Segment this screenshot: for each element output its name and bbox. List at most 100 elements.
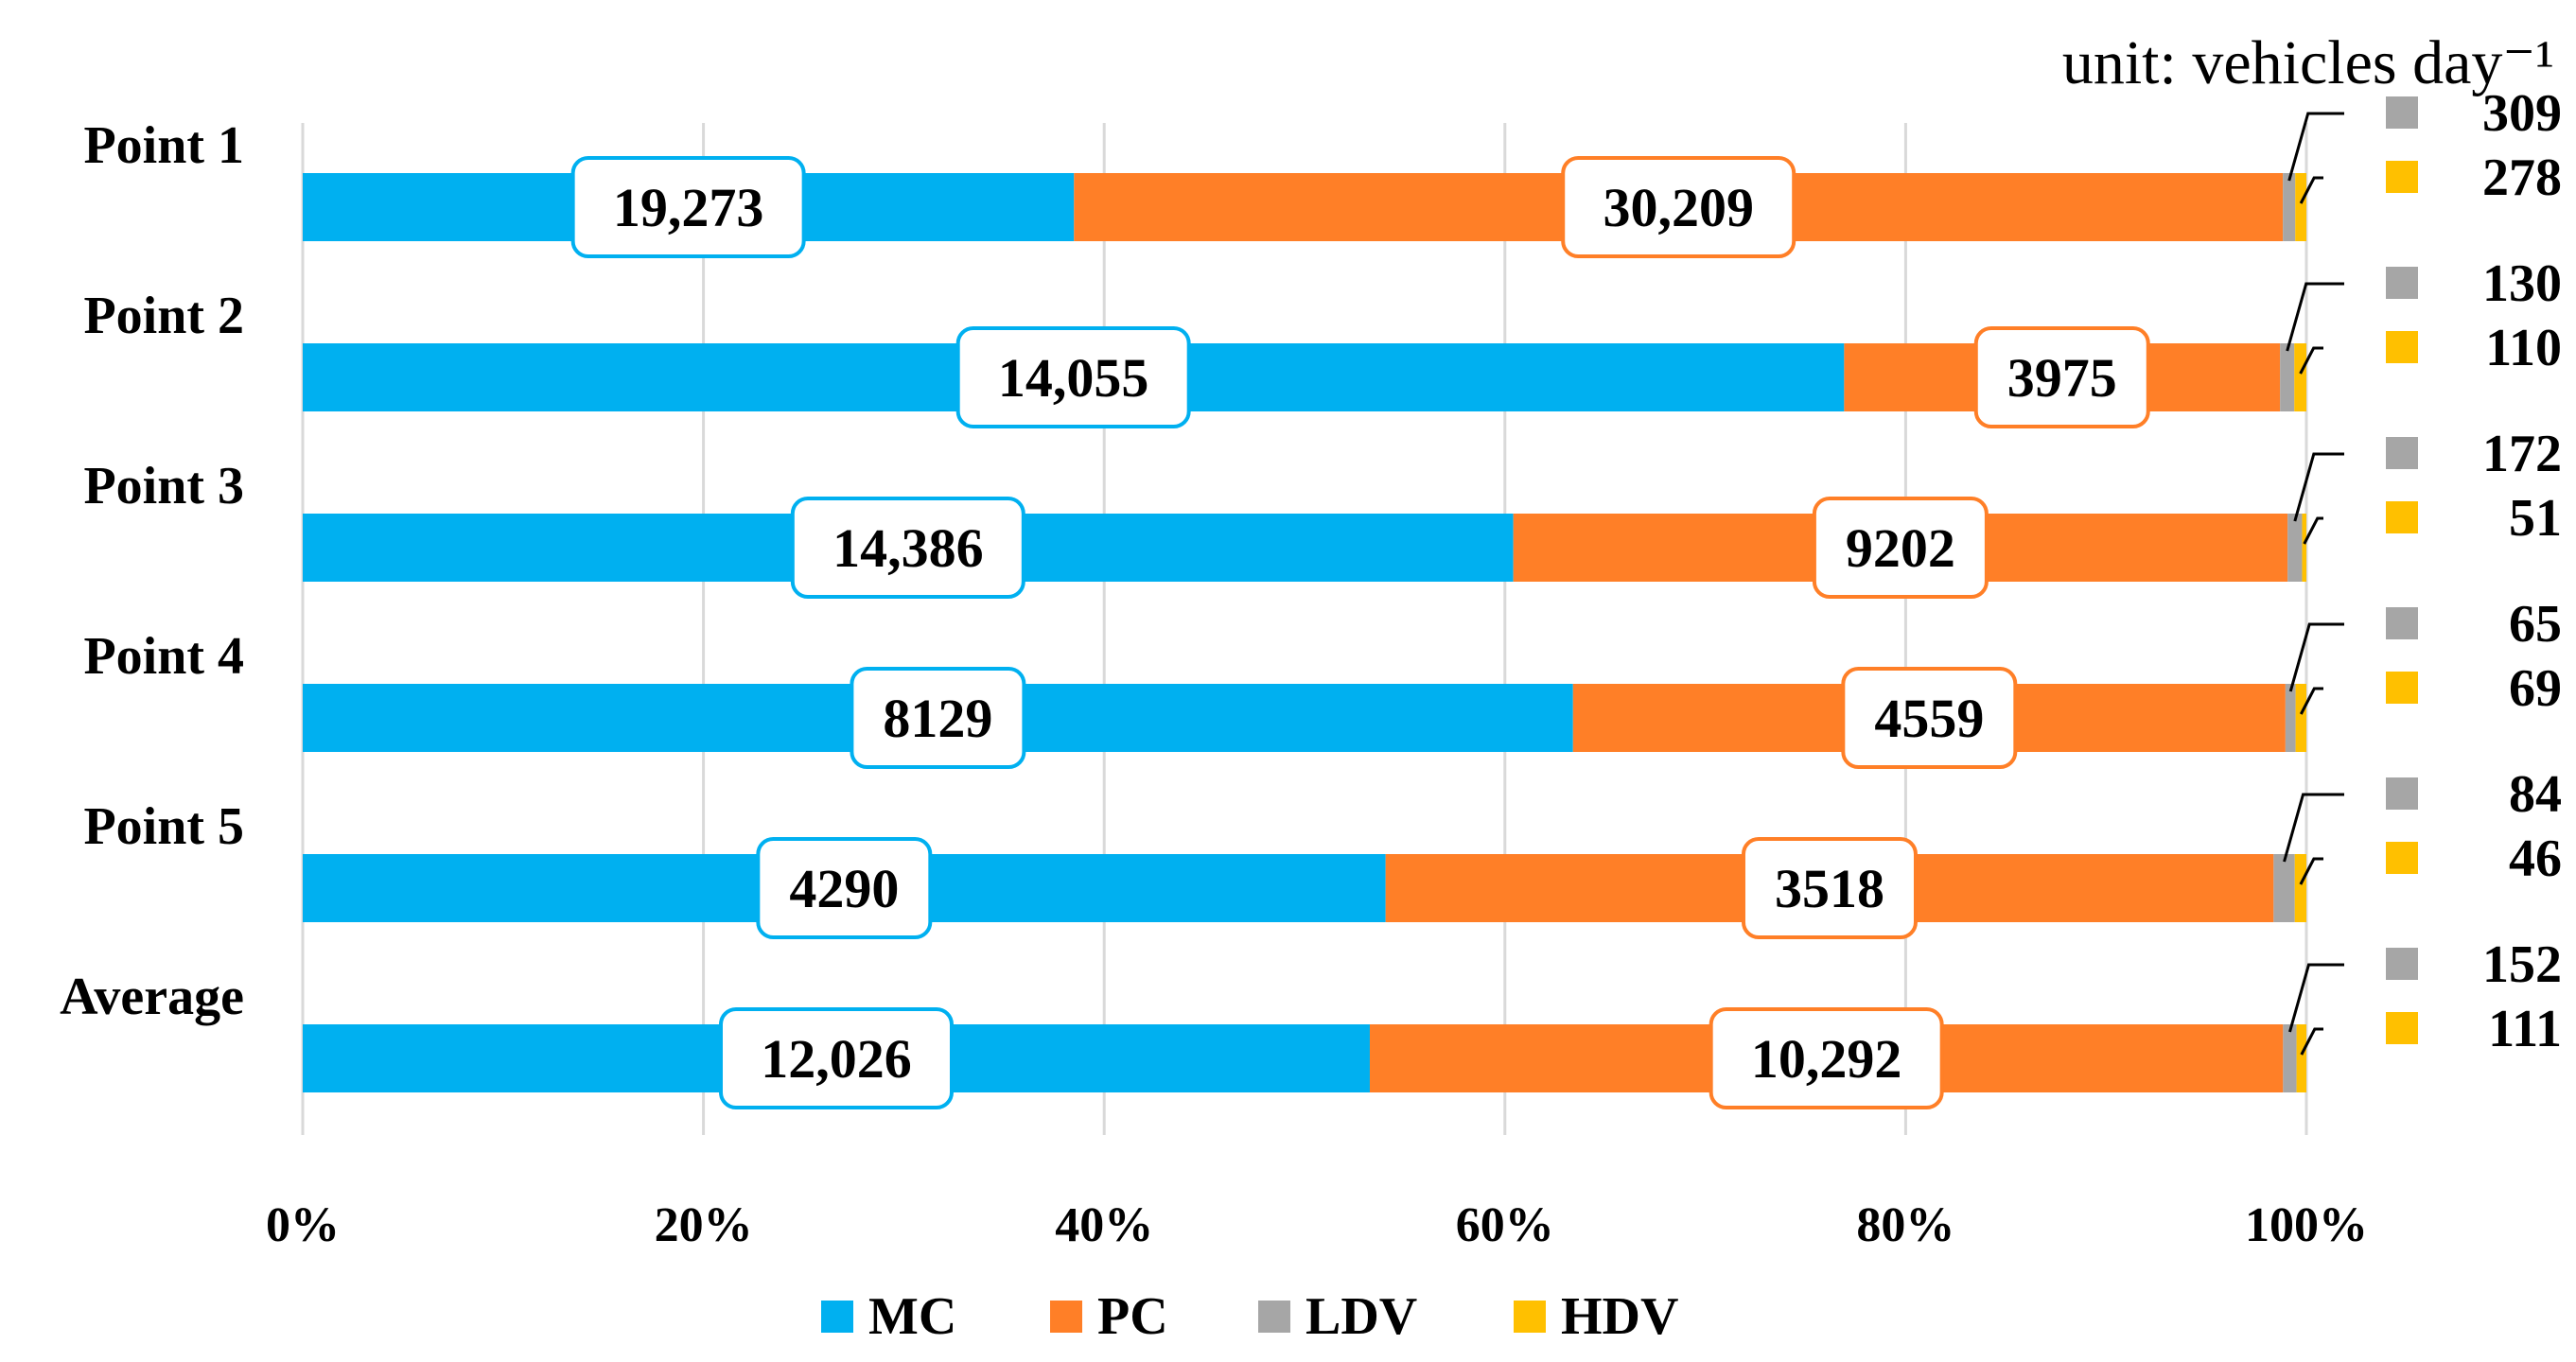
bar-ldv-point-5 bbox=[2273, 854, 2295, 922]
bar-ldv-average bbox=[2283, 1024, 2297, 1092]
leader-line-ldv bbox=[2288, 963, 2344, 1033]
data-label-mc: 14,386 bbox=[832, 517, 984, 579]
legend-label-ldv: LDV bbox=[1306, 1287, 1417, 1346]
bar-hdv-point-1 bbox=[2295, 173, 2306, 241]
leader-line-hdv bbox=[2299, 857, 2323, 885]
data-label-box bbox=[570, 156, 806, 258]
data-label-box bbox=[1709, 1007, 1944, 1109]
data-label-box bbox=[718, 1007, 954, 1109]
data-label-pc: 10,292 bbox=[1751, 1028, 1902, 1090]
value-label-hdv: 69 bbox=[2509, 659, 2562, 718]
data-label-box bbox=[850, 667, 1026, 769]
gridlines bbox=[301, 123, 2308, 1135]
category-labels: Point 1 Point 2 Point 3 Point 4 Point 5 Avera… bbox=[60, 116, 244, 1026]
value-label-ldv: 130 bbox=[2482, 254, 2562, 313]
data-label-mc: 19,273 bbox=[613, 177, 764, 238]
value-marker-hdv bbox=[2386, 1012, 2418, 1044]
bar-hdv-point-5 bbox=[2294, 854, 2306, 922]
value-label-hdv: 110 bbox=[2485, 319, 2562, 377]
bar-hdv-point-4 bbox=[2295, 684, 2306, 752]
value-label-hdv: 111 bbox=[2488, 1000, 2562, 1058]
leader-line-hdv bbox=[2299, 687, 2323, 715]
legend-label-mc: MC bbox=[868, 1287, 956, 1346]
value-label-hdv: 46 bbox=[2509, 829, 2562, 888]
legend-label-pc: PC bbox=[1097, 1287, 1168, 1346]
leader-line-ldv bbox=[2283, 793, 2344, 863]
x-tick-label: 100% bbox=[2245, 1198, 2368, 1252]
data-label-mc: 12,026 bbox=[761, 1028, 912, 1090]
value-label-hdv: 51 bbox=[2509, 489, 2562, 548]
bar-ldv-point-4 bbox=[2285, 684, 2296, 752]
x-tick-label: 80% bbox=[1856, 1198, 1954, 1252]
data-label-pc: 3518 bbox=[1775, 858, 1884, 919]
category-label: Point 5 bbox=[83, 797, 244, 856]
category-label: Point 1 bbox=[83, 116, 244, 175]
x-tick-label: 0% bbox=[266, 1198, 340, 1252]
data-label-box bbox=[756, 837, 933, 939]
bar-hdv-average bbox=[2296, 1024, 2306, 1092]
category-label: Point 3 bbox=[83, 457, 244, 515]
value-marker-hdv bbox=[2386, 672, 2418, 704]
leader-line-hdv bbox=[2299, 176, 2323, 204]
value-marker-ldv bbox=[2386, 267, 2418, 299]
legend-label-hdv: HDV bbox=[1561, 1287, 1678, 1346]
data-labels: 19,273 30,209 14,055 3975 14,386 9202 8129 4559… bbox=[570, 156, 2150, 1109]
legend-swatch-pc bbox=[1050, 1301, 1082, 1333]
value-label-ldv: 84 bbox=[2509, 765, 2562, 824]
value-label-ldv: 172 bbox=[2482, 425, 2562, 483]
value-marker-ldv bbox=[2386, 96, 2418, 129]
data-label-pc: 3975 bbox=[2007, 347, 2117, 409]
data-label-box bbox=[1561, 156, 1796, 258]
x-tick-label: 60% bbox=[1456, 1198, 1554, 1252]
bar-ldv-point-1 bbox=[2283, 173, 2296, 241]
data-label-pc: 9202 bbox=[1846, 517, 1955, 579]
data-label-box bbox=[1841, 667, 2018, 769]
value-marker-hdv bbox=[2386, 501, 2418, 533]
legend-swatch-mc bbox=[821, 1301, 853, 1333]
category-label: Point 2 bbox=[83, 287, 244, 345]
legend-swatch-ldv bbox=[1258, 1301, 1290, 1333]
data-label-mc: 4290 bbox=[789, 858, 899, 919]
data-label-box bbox=[1812, 497, 1989, 599]
data-label-pc: 4559 bbox=[1874, 688, 1984, 749]
value-label-ldv: 309 bbox=[2482, 84, 2562, 143]
x-tick-label: 40% bbox=[1055, 1198, 1153, 1252]
leader-line-ldv bbox=[2287, 112, 2344, 182]
data-label-box bbox=[955, 326, 1191, 428]
category-label: Point 4 bbox=[83, 627, 244, 686]
leader-line-hdv bbox=[2300, 1027, 2323, 1056]
leader-line-ldv bbox=[2288, 622, 2344, 692]
leader-line-hdv bbox=[2299, 346, 2323, 375]
value-label-ldv: 152 bbox=[2482, 935, 2562, 994]
value-marker-hdv bbox=[2386, 161, 2418, 193]
unit-label: unit: vehicles day⁻¹ bbox=[2062, 28, 2554, 97]
x-tick-label: 20% bbox=[655, 1198, 753, 1252]
value-marker-ldv bbox=[2386, 777, 2418, 810]
legend: MC PC LDV HDV bbox=[821, 1287, 1678, 1346]
value-marker-ldv bbox=[2386, 607, 2418, 639]
value-marker-ldv bbox=[2386, 948, 2418, 980]
leader-line-ldv bbox=[2293, 452, 2344, 522]
data-label-box bbox=[790, 497, 1025, 599]
leader-line-ldv bbox=[2286, 282, 2344, 352]
value-marker-hdv bbox=[2386, 331, 2418, 363]
value-marker-ldv bbox=[2386, 437, 2418, 469]
data-label-box bbox=[1741, 837, 1918, 939]
bars bbox=[303, 173, 2306, 1092]
bar-hdv-point-2 bbox=[2294, 343, 2306, 411]
data-label-pc: 30,209 bbox=[1603, 177, 1754, 238]
value-marker-hdv bbox=[2386, 842, 2418, 874]
leader-line-hdv bbox=[2303, 516, 2323, 545]
bar-ldv-point-3 bbox=[2287, 514, 2303, 582]
value-label-hdv: 278 bbox=[2482, 148, 2562, 207]
x-axis-ticks: 0% 20% 40% 60% 80% 100% bbox=[266, 1198, 2368, 1252]
legend-swatch-hdv bbox=[1514, 1301, 1546, 1333]
data-label-mc: 8129 bbox=[883, 688, 992, 749]
value-label-ldv: 65 bbox=[2509, 595, 2562, 654]
bar-ldv-point-2 bbox=[2280, 343, 2295, 411]
data-label-mc: 14,055 bbox=[998, 347, 1149, 409]
data-label-box bbox=[1973, 326, 2150, 428]
category-label: Average bbox=[60, 968, 244, 1026]
